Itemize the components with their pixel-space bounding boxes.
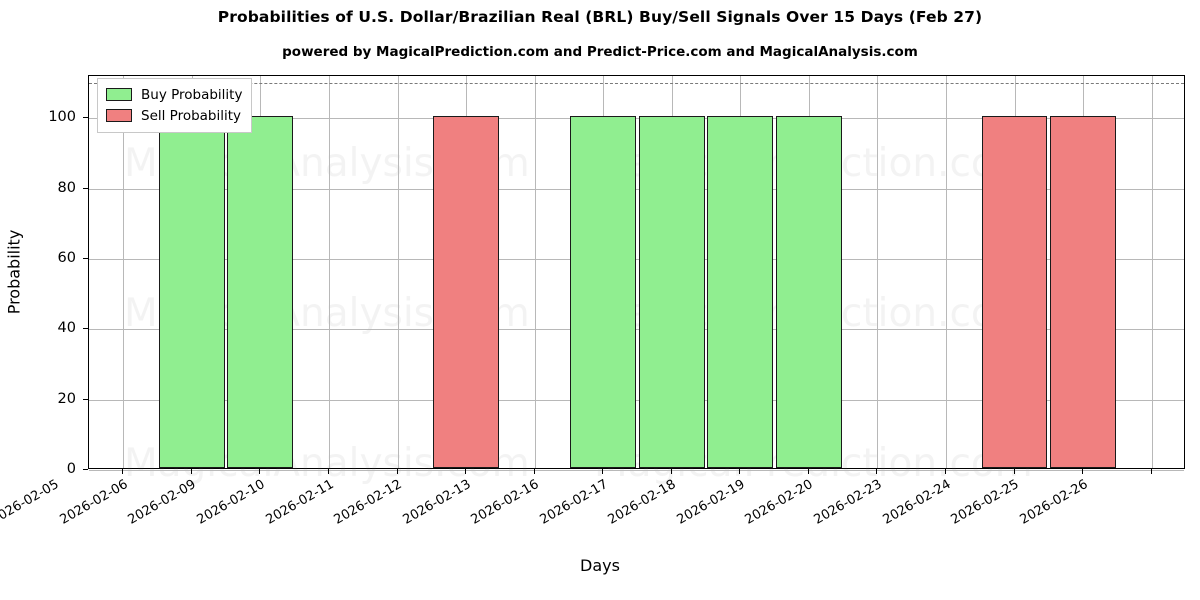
x-tick-label: 2026-02-26 [1017, 477, 1091, 528]
gridline-vertical [535, 76, 536, 468]
x-axis-tick [808, 469, 809, 474]
legend-label-buy: Buy Probability [141, 86, 243, 103]
y-axis-tick [83, 328, 88, 329]
x-tick-label: 2026-02-06 [57, 477, 131, 528]
x-axis-tick [739, 469, 740, 474]
x-tick-label: 2026-02-12 [331, 477, 405, 528]
chart-title: Probabilities of U.S. Dollar/Brazilian R… [217, 8, 983, 26]
x-axis-tick [259, 469, 260, 474]
x-tick-label: 2026-02-10 [194, 477, 268, 528]
bar-buy [775, 116, 842, 468]
x-axis-tick [191, 469, 192, 474]
x-tick-label: 2026-02-19 [674, 477, 748, 528]
y-tick-label: 60 [57, 250, 76, 266]
x-axis-tick [602, 469, 603, 474]
y-axis-tick [83, 399, 88, 400]
x-axis-tick [122, 469, 123, 474]
gridline-vertical [946, 76, 947, 468]
chart-subtitle: powered by MagicalPrediction.com and Pre… [282, 44, 918, 60]
plot-area: MagicalAnalysis.comMagicalPrediction.com… [88, 75, 1185, 486]
x-axis-tick [1151, 469, 1152, 474]
threshold-dashed-line [89, 83, 1184, 84]
x-tick-label: 2026-02-24 [880, 477, 954, 528]
x-tick-label: 2026-02-23 [811, 477, 885, 528]
x-tick-label: 2026-02-05 [0, 477, 62, 528]
gridline-vertical [123, 76, 124, 468]
chart-legend: Buy Probability Sell Probability [97, 78, 253, 133]
x-tick-label: 2026-02-11 [263, 477, 337, 528]
x-axis-title: Days [580, 556, 620, 575]
x-tick-label: 2026-02-16 [468, 477, 542, 528]
bar-buy [707, 116, 774, 468]
gridline-vertical [398, 76, 399, 468]
legend-item-sell[interactable]: Sell Probability [106, 105, 242, 126]
x-tick-label: 2026-02-25 [948, 477, 1022, 528]
y-tick-label: 100 [48, 109, 76, 125]
x-axis-tick [1014, 469, 1015, 474]
y-tick-label: 0 [66, 461, 76, 477]
gridline-horizontal [89, 400, 1184, 401]
gridline-horizontal [89, 189, 1184, 190]
y-tick-label: 80 [57, 180, 76, 196]
legend-item-buy[interactable]: Buy Probability [106, 84, 242, 105]
x-axis-tick [876, 469, 877, 474]
bar-buy [158, 116, 225, 468]
x-axis-tick [328, 469, 329, 474]
gridline-horizontal [89, 470, 1184, 471]
x-tick-label: 2026-02-13 [400, 477, 474, 528]
legend-label-sell: Sell Probability [141, 107, 242, 124]
bar-buy [227, 116, 294, 468]
x-axis-tick [671, 469, 672, 474]
x-axis-tick [397, 469, 398, 474]
x-tick-label: 2026-02-17 [537, 477, 611, 528]
gridline-horizontal [89, 259, 1184, 260]
gridline-vertical [877, 76, 878, 468]
y-axis-tick [83, 188, 88, 189]
gridline-vertical [329, 76, 330, 468]
y-tick-label: 40 [57, 320, 76, 336]
y-axis-tick [83, 117, 88, 118]
gridline-horizontal [89, 118, 1184, 119]
y-axis-tick [83, 469, 88, 470]
gridline-horizontal [89, 329, 1184, 330]
x-tick-label: 2026-02-20 [742, 477, 816, 528]
bar-sell [433, 116, 499, 468]
bar-buy [638, 116, 705, 468]
x-axis-tick [1082, 469, 1083, 474]
bar-sell [981, 116, 1048, 468]
bar-sell [1050, 116, 1117, 468]
bar-buy [570, 116, 637, 468]
y-axis-tick [83, 258, 88, 259]
x-tick-label: 2026-02-18 [605, 477, 679, 528]
gridline-vertical [1152, 76, 1153, 468]
x-axis-tick [465, 469, 466, 474]
y-axis-title: Probability [4, 229, 24, 315]
x-tick-label: 2026-02-09 [125, 477, 199, 528]
y-tick-label: 20 [57, 391, 76, 407]
legend-swatch-sell [106, 109, 132, 122]
x-axis-tick [945, 469, 946, 474]
legend-swatch-buy [106, 88, 132, 101]
x-axis-tick [534, 469, 535, 474]
